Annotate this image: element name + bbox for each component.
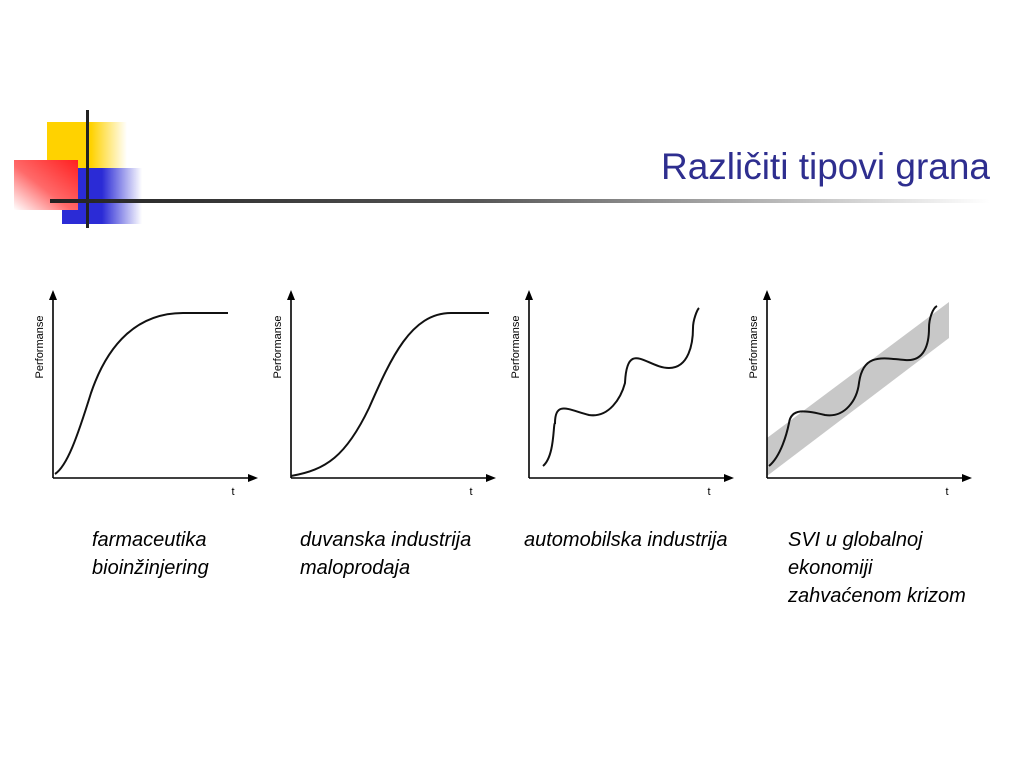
y-axis-label: Performanse <box>34 316 46 379</box>
caption-line: bioinžinjering <box>92 557 209 579</box>
caption-line: ekonomiji <box>788 557 873 579</box>
performance-curve <box>542 307 700 467</box>
performance-curve <box>54 312 228 475</box>
y-axis-arrow <box>525 290 533 300</box>
deco-vertical-line <box>86 110 89 228</box>
y-axis-arrow <box>763 290 771 300</box>
y-axis-arrow <box>49 290 57 300</box>
caption-line: farmaceutika <box>92 529 207 551</box>
caption-panel-2: duvanska industrija maloprodaja <box>300 526 471 582</box>
caption-line: maloprodaja <box>300 557 411 579</box>
y-axis-arrow <box>287 290 295 300</box>
performance-curve <box>768 305 938 467</box>
caption-line: duvanska industrija <box>300 529 472 551</box>
y-axis-label: Performanse <box>510 316 522 379</box>
x-axis-label: t <box>469 486 472 498</box>
caption-panel-3: automobilska industrija <box>524 526 727 554</box>
x-axis-arrow <box>248 474 258 482</box>
x-axis-arrow <box>962 474 972 482</box>
caption-line: SVI u globalnoj <box>788 529 923 551</box>
y-axis-label: Performanse <box>272 316 284 379</box>
x-axis-arrow <box>724 474 734 482</box>
caption-panel-4: SVI u globalnoj ekonomiji zahvaćenom kri… <box>788 526 966 610</box>
page-title: Različiti tipovi grana <box>660 146 990 187</box>
x-axis-arrow <box>486 474 496 482</box>
y-axis-label: Performanse <box>748 316 760 379</box>
x-axis-label: t <box>707 486 710 498</box>
title-underline <box>50 199 990 203</box>
caption-line: automobilska industrija <box>524 529 728 551</box>
x-axis-label: t <box>945 486 948 498</box>
x-axis-label: t <box>231 486 234 498</box>
caption-panel-1: farmaceutika bioinžinjering <box>92 526 209 582</box>
performance-curve <box>290 312 489 477</box>
caption-line: zahvaćenom krizom <box>788 585 966 607</box>
